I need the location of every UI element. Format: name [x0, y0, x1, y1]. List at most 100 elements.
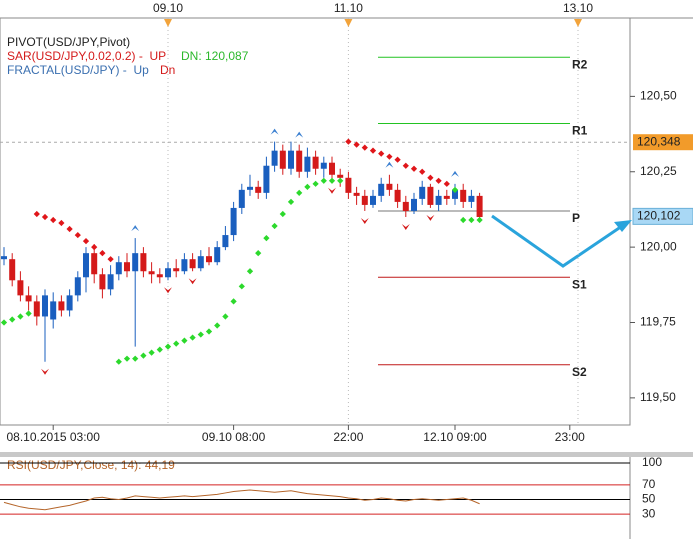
candle-body — [378, 183, 385, 196]
candle-body — [402, 201, 409, 211]
sar-dot — [82, 237, 90, 245]
top-date-label: 09.10 — [153, 1, 183, 15]
candle-body — [443, 195, 450, 199]
candle-body — [230, 207, 237, 236]
candle-body — [206, 256, 212, 263]
y-tick-label: 30 — [642, 506, 656, 520]
candle-body — [124, 262, 130, 272]
x-tick-label: 08.10.2015 03:00 — [6, 430, 100, 444]
fractal-down — [426, 214, 435, 221]
x-tick-label: 22:00 — [333, 430, 363, 444]
pivot-label: P — [572, 211, 580, 225]
indicator-label: DN: 120,087 — [181, 49, 249, 63]
x-tick-label: 09.10 08:00 — [202, 430, 266, 444]
sar-dot — [148, 349, 155, 356]
y-tick-label: 50 — [642, 492, 656, 506]
candle-body — [33, 301, 40, 317]
candle-body — [279, 150, 286, 169]
panel-separator — [0, 452, 693, 457]
fractal-down — [41, 368, 49, 375]
candle-body — [9, 259, 16, 281]
candle-body — [288, 150, 294, 169]
candle-body — [271, 150, 278, 166]
period-marker — [344, 19, 353, 27]
candle-body — [107, 274, 114, 290]
candle-body — [255, 186, 262, 193]
sar-dot — [33, 210, 40, 218]
candle-body — [460, 189, 467, 202]
sar-dot — [378, 150, 385, 157]
candle-body — [361, 195, 368, 205]
fractal-down — [164, 287, 172, 294]
candle-body — [312, 156, 319, 169]
fractal-up — [295, 131, 304, 138]
candle-body — [329, 162, 335, 175]
sar-dot — [386, 153, 393, 160]
y-tick-label: 120,50 — [640, 89, 677, 103]
candle-body — [411, 198, 417, 211]
candle-body — [337, 174, 344, 178]
candle-body — [99, 274, 106, 290]
candle-body — [452, 189, 458, 199]
fractal-up — [270, 128, 279, 135]
candle-body — [156, 274, 163, 278]
plot-frame — [0, 17, 631, 426]
fractal-up — [451, 170, 459, 177]
candle-body — [468, 195, 475, 202]
forecast-arrow — [491, 214, 629, 268]
fractal-down — [360, 217, 369, 224]
period-marker — [574, 19, 582, 27]
sar-dot — [189, 334, 196, 341]
candle-body — [427, 186, 434, 205]
candle-body — [386, 183, 393, 190]
candle-body — [74, 277, 81, 296]
price-tag — [633, 134, 693, 151]
candle-body — [189, 259, 196, 269]
sar-dot — [230, 298, 237, 305]
period-marker — [164, 19, 172, 27]
candle-body — [435, 195, 442, 205]
indicator-label: PIVOT(USD/JPY,Pivot) — [7, 35, 130, 49]
sar-dot — [0, 319, 8, 326]
fractal-down — [328, 187, 336, 194]
fractal-up — [385, 161, 394, 168]
candle-body — [173, 268, 180, 272]
candle-body — [132, 253, 139, 272]
y-tick-label: 120,00 — [640, 239, 677, 253]
fractal-down — [401, 223, 410, 230]
sar-dot — [476, 216, 483, 224]
candle-body — [181, 259, 188, 272]
sar-dot — [99, 250, 106, 257]
candle-body — [476, 195, 483, 217]
forecast-arrowhead — [614, 220, 632, 232]
candle-body — [353, 192, 360, 196]
candle-body — [115, 262, 122, 275]
candle-body — [263, 165, 270, 193]
candle-body — [66, 295, 73, 311]
candle-body — [370, 195, 376, 205]
candle-body — [148, 271, 155, 275]
top-date-label: 11.10 — [334, 1, 363, 15]
sar-dot — [468, 216, 475, 224]
pivot-label: S2 — [572, 365, 587, 379]
y-tick-label: 100 — [642, 455, 662, 469]
indicator-label: FRACTAL(USD/JPY) - Up — [7, 63, 149, 77]
indicator-label: SAR(USD/JPY,0.02,0.2) - UP — [7, 49, 166, 63]
candle-body — [214, 247, 221, 263]
fractal-down — [188, 278, 197, 285]
candle-body — [140, 253, 147, 272]
pivot-label: R2 — [572, 57, 588, 71]
candle-body — [345, 177, 352, 193]
x-tick-label: 23:00 — [555, 430, 585, 444]
y-tick-label: 70 — [642, 477, 656, 491]
candle-body — [58, 301, 65, 311]
price-tag-label: 120,348 — [637, 134, 681, 148]
candle-body — [25, 295, 32, 302]
candle-body — [197, 256, 204, 269]
rsi-line — [3, 489, 480, 511]
x-tick-label: 12.10 09:00 — [423, 430, 487, 444]
sar-dot — [451, 186, 459, 193]
price-tag-label: 120,102 — [637, 209, 681, 223]
sar-dot — [58, 219, 65, 227]
